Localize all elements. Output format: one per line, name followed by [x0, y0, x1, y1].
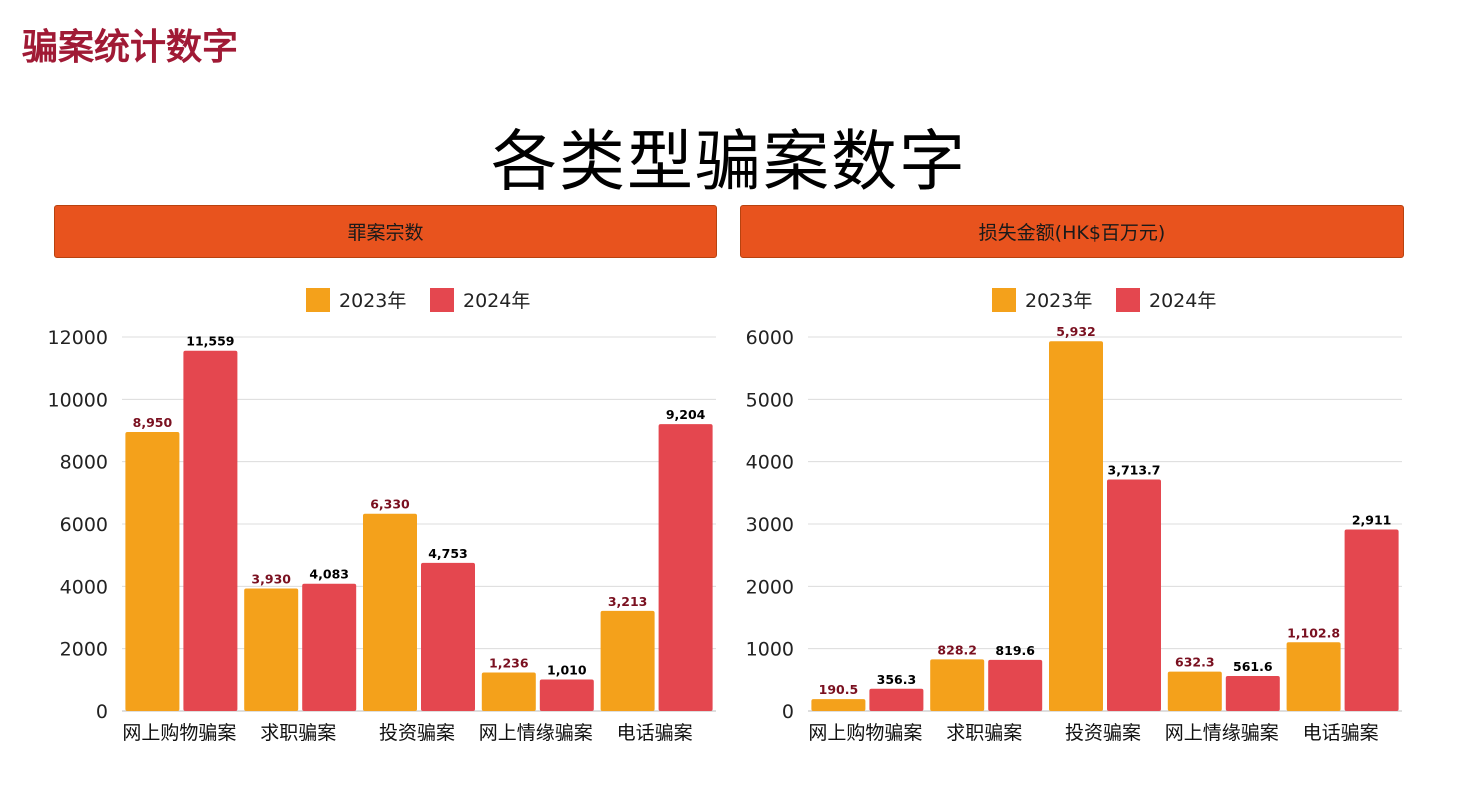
bar	[363, 513, 417, 711]
data-label: 3,713.7	[1108, 463, 1161, 478]
bar	[1049, 341, 1103, 711]
data-label: 1,102.8	[1287, 625, 1340, 640]
bar	[481, 672, 536, 711]
chart-header-case-count: 罪案宗数	[54, 205, 717, 258]
x-tick-label: 网上情缘骗案	[479, 722, 593, 744]
x-tick-label: 电话骗案	[1303, 722, 1379, 744]
bar	[869, 688, 924, 711]
y-tick-label: 0	[96, 701, 108, 723]
data-label: 11,559	[186, 334, 234, 349]
legend-swatch	[1116, 288, 1140, 312]
y-tick-label: 1000	[746, 639, 794, 661]
data-label: 1,010	[547, 663, 587, 678]
data-label: 190.5	[819, 682, 859, 697]
legend-swatch	[306, 288, 330, 312]
data-label: 3,213	[608, 594, 648, 609]
data-label: 819.6	[995, 643, 1035, 658]
chart-header-label: 损失金额(HK$百万元)	[978, 222, 1166, 244]
y-tick-label: 4000	[746, 452, 794, 474]
bar	[539, 679, 594, 711]
y-tick-label: 6000	[746, 327, 794, 349]
bar	[600, 610, 655, 711]
bar	[244, 588, 299, 711]
data-label: 3,930	[251, 572, 291, 587]
x-tick-label: 电话骗案	[617, 722, 693, 744]
y-tick-label: 3000	[746, 514, 794, 536]
section-title: 骗案统计数字	[22, 27, 239, 68]
x-tick-label: 投资骗案	[1065, 722, 1141, 744]
bar	[988, 659, 1043, 711]
bar	[1225, 675, 1280, 711]
y-tick-label: 2000	[60, 639, 108, 661]
bar	[1286, 642, 1341, 711]
legend-label: 2023年	[1025, 290, 1092, 312]
chart-header-loss-amount: 损失金额(HK$百万元)	[740, 205, 1404, 258]
data-label: 1,236	[489, 655, 529, 670]
data-label: 5,932	[1056, 324, 1096, 339]
legend-swatch	[992, 288, 1016, 312]
data-label: 9,204	[666, 407, 706, 422]
bar	[930, 659, 985, 711]
y-tick-label: 0	[782, 701, 794, 723]
x-tick-label: 求职骗案	[946, 722, 1022, 744]
y-tick-label: 6000	[60, 514, 108, 536]
y-tick-label: 4000	[60, 576, 108, 598]
bar	[811, 699, 866, 711]
bar	[421, 562, 475, 711]
data-label: 4,753	[428, 546, 468, 561]
y-tick-label: 8000	[60, 452, 108, 474]
y-tick-label: 10000	[48, 389, 108, 411]
legend-label: 2023年	[339, 290, 406, 312]
data-label: 828.2	[937, 642, 977, 657]
data-label: 6,330	[370, 497, 410, 512]
bar	[1167, 671, 1222, 711]
x-tick-label: 求职骗案	[260, 722, 336, 744]
legend-swatch	[430, 288, 454, 312]
y-tick-label: 2000	[746, 576, 794, 598]
data-label: 632.3	[1175, 655, 1215, 670]
data-label: 2,911	[1352, 513, 1392, 528]
data-label: 8,950	[133, 415, 173, 430]
x-tick-label: 网上情缘骗案	[1165, 722, 1279, 744]
bar	[183, 350, 238, 711]
data-label: 561.6	[1233, 659, 1273, 674]
bar	[658, 424, 713, 711]
case-count-chart: 0 2000 4000 6000 8000 10000 12000 2023年 2024年网上购…	[48, 288, 716, 744]
bar	[1344, 529, 1399, 711]
bar	[1107, 479, 1161, 711]
y-tick-label: 5000	[746, 389, 794, 411]
legend-label: 2024年	[1149, 290, 1216, 312]
chart-header-label: 罪案宗数	[347, 222, 424, 244]
loss-amount-chart: 0 1000 2000 3000 4000 5000 6000 2023年 2024年网上购物骗…	[746, 288, 1402, 744]
bar	[302, 583, 357, 711]
data-label: 356.3	[877, 672, 917, 687]
bar	[125, 432, 180, 711]
data-label: 4,083	[309, 567, 349, 582]
x-tick-label: 网上购物骗案	[808, 722, 922, 744]
y-tick-label: 12000	[48, 327, 108, 349]
x-tick-label: 投资骗案	[379, 722, 455, 744]
legend-label: 2024年	[463, 290, 530, 312]
x-tick-label: 网上购物骗案	[122, 722, 236, 744]
page-title: 各类型骗案数字	[491, 123, 967, 200]
